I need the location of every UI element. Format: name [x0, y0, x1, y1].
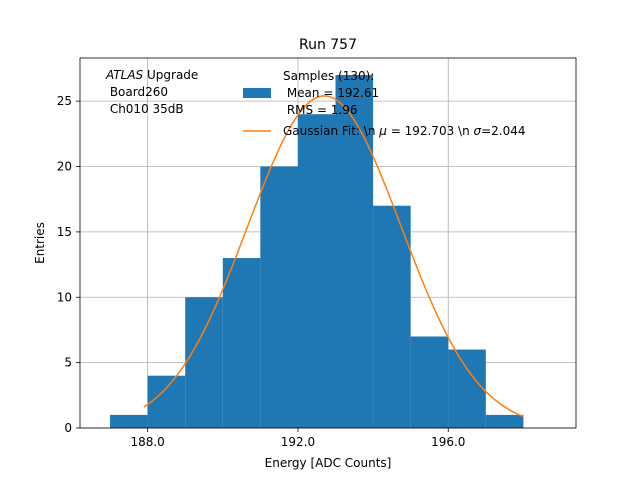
- legend-fit-label: Gaussian Fit: \n μ = 192.703 \n σ=2.044: [283, 124, 526, 138]
- histogram-bar-9: [448, 349, 486, 428]
- legend-samples-swatch: [243, 88, 271, 98]
- y-tick-label-5: 25: [57, 94, 72, 108]
- histogram-bar-1: [147, 375, 186, 428]
- gaussian-fit-curve: [143, 95, 524, 418]
- legend-sigma-symbol: σ: [474, 124, 482, 138]
- histogram-bars: [110, 74, 524, 429]
- channel-label: Ch010 35dB: [106, 102, 184, 116]
- y-tick-label-3: 15: [57, 225, 72, 239]
- x-tick-label-1: 192.0: [281, 435, 315, 449]
- histogram-bar-2: [185, 297, 223, 428]
- plot-frame: [79, 57, 577, 429]
- legend-samples-line-3: RMS = 1.96: [283, 103, 358, 117]
- y-tick-label-0: 0: [64, 421, 72, 435]
- x-axis-label: Energy [ADC Counts]: [265, 456, 392, 470]
- board-label: Board260: [106, 85, 168, 99]
- legend-fit-prefix: Gaussian Fit: \n: [283, 124, 379, 138]
- atlas-label: ATLAS Upgrade: [105, 68, 198, 82]
- histogram-bar-7: [373, 205, 411, 428]
- histogram-bar-0: [110, 414, 148, 428]
- axis-ticks: 188.0 192.0 196.0 0 5 10 15 20 25: [57, 94, 466, 449]
- chart-title: Run 757: [299, 37, 357, 53]
- y-axis-label: Entries: [33, 222, 47, 264]
- legend-mu-value: = 192.703 \n: [387, 124, 474, 138]
- legend-sigma-value: =2.044: [481, 124, 525, 138]
- legend: Samples (130): Mean = 192.61 RMS = 1.96 …: [243, 69, 526, 138]
- histogram-bar-10: [485, 414, 524, 428]
- histogram-bar-5: [297, 114, 336, 428]
- upgrade-word: Upgrade: [143, 68, 198, 82]
- legend-mu-symbol: μ: [378, 124, 387, 138]
- legend-samples-line-1: Samples (130):: [283, 69, 374, 83]
- atlas-annotation: ATLAS Upgrade Board260 Ch010 35dB: [105, 68, 198, 116]
- histogram-bar-8: [410, 336, 449, 428]
- x-tick-label-0: 188.0: [130, 435, 164, 449]
- histogram-bar-6: [335, 74, 374, 429]
- y-tick-label-2: 10: [57, 290, 72, 304]
- histogram-bar-4: [260, 166, 298, 428]
- x-tick-label-2: 196.0: [431, 435, 465, 449]
- y-tick-label-4: 20: [57, 160, 72, 174]
- atlas-word: ATLAS: [105, 68, 144, 82]
- legend-samples-line-2: Mean = 192.61: [283, 86, 379, 100]
- y-tick-label-1: 5: [64, 356, 72, 370]
- histogram-bar-3: [222, 258, 261, 428]
